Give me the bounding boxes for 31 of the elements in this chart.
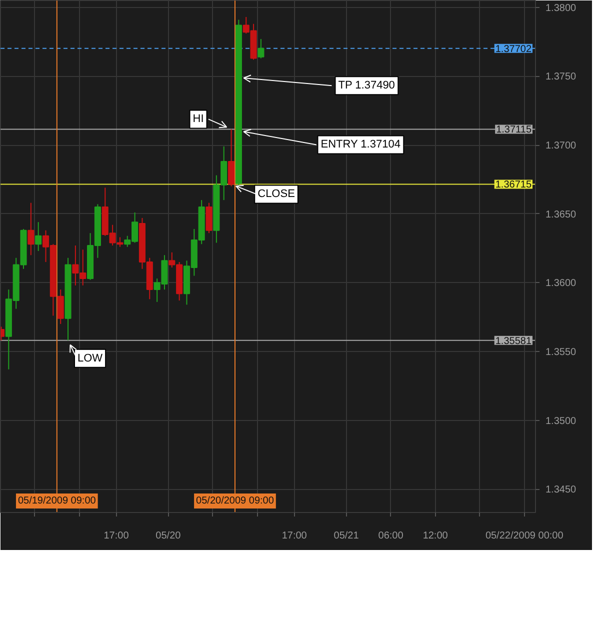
ref-line-label: 1.35581 [495, 336, 532, 347]
x-tick-label: 12:00 [422, 530, 448, 542]
annotation: CLOSE [258, 188, 295, 200]
annotation: LOW [77, 352, 104, 364]
y-tick-label: 1.3600 [546, 278, 577, 290]
candlestick [258, 38, 264, 59]
y-tick-label: 1.3450 [546, 484, 577, 496]
y-tick-label: 1.3550 [546, 346, 577, 358]
ref-line-label: 05/20/2009 09:00 [196, 496, 274, 506]
candlestick [228, 128, 235, 187]
ref-line-label: 1.37702 [495, 44, 532, 55]
y-tick-label: 1.3500 [546, 416, 577, 427]
annotation: ENTRY 1.37104 [320, 138, 400, 151]
x-tick-label: 17:00 [104, 530, 130, 542]
candlestick [206, 202, 212, 234]
ref-line-label: 1.37115 [496, 124, 532, 136]
x-tick-label: 06:00 [378, 530, 404, 542]
x-tick-label: 05/20 [156, 530, 182, 542]
x-tick-label: 05/21 [334, 530, 360, 542]
y-tick-label: 1.3650 [546, 209, 577, 220]
ref-line-label: 1.36715 [495, 180, 532, 191]
x-tick-label: 05/22/2009 00:00 [485, 530, 564, 542]
y-tick-label: 1.3800 [546, 2, 577, 14]
x-tick-label: 17:00 [282, 530, 308, 542]
candlestick [35, 222, 42, 252]
y-tick-label: 1.3750 [546, 72, 577, 83]
annotation: TP 1.37490 [338, 80, 395, 92]
candlestick [28, 202, 34, 256]
y-tick-label: 1.3700 [546, 140, 577, 152]
annotation: HI [192, 113, 204, 126]
ref-line-label: 05/19/2009 09:00 [18, 496, 96, 506]
